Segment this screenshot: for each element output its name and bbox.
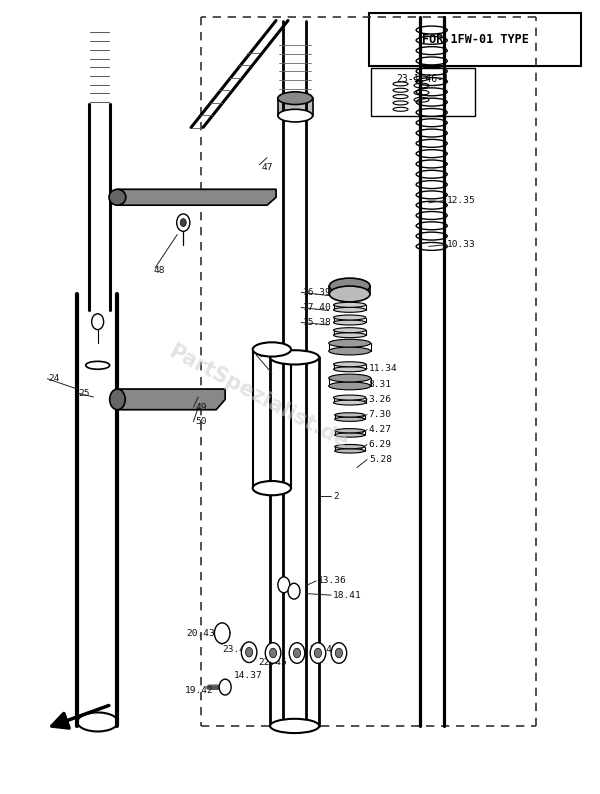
Ellipse shape (334, 395, 366, 400)
Polygon shape (118, 189, 276, 205)
Ellipse shape (334, 333, 366, 337)
Text: 12.35: 12.35 (446, 196, 475, 205)
Text: 3.26: 3.26 (369, 395, 392, 404)
Text: 14.37: 14.37 (234, 672, 263, 680)
Bar (278, 98, 313, 116)
Circle shape (176, 214, 190, 231)
Ellipse shape (110, 389, 125, 410)
Ellipse shape (329, 278, 370, 294)
Text: 16.39: 16.39 (303, 288, 332, 297)
Ellipse shape (334, 367, 366, 372)
Circle shape (289, 642, 305, 663)
Text: 49: 49 (195, 403, 207, 412)
Text: 11.34: 11.34 (369, 364, 398, 373)
Circle shape (214, 623, 230, 643)
Text: 47: 47 (261, 163, 272, 172)
Ellipse shape (335, 413, 365, 417)
Ellipse shape (270, 719, 319, 733)
Text: 15.38: 15.38 (303, 318, 332, 327)
Text: 2: 2 (333, 491, 338, 500)
Text: 23-1.46-1: 23-1.46-1 (397, 75, 449, 84)
Text: 18.41: 18.41 (333, 591, 362, 599)
Text: 8.31: 8.31 (369, 380, 392, 389)
Circle shape (180, 218, 186, 226)
Ellipse shape (329, 374, 371, 382)
Circle shape (265, 642, 281, 663)
Circle shape (278, 577, 290, 593)
Polygon shape (118, 389, 225, 410)
Bar (369, 13, 581, 67)
Text: 50: 50 (195, 417, 207, 426)
Text: 24: 24 (49, 374, 60, 384)
Circle shape (314, 648, 322, 657)
Ellipse shape (334, 307, 366, 312)
Ellipse shape (334, 303, 366, 307)
Ellipse shape (253, 342, 291, 357)
Ellipse shape (335, 433, 365, 437)
Text: 19.42: 19.42 (185, 686, 214, 695)
Ellipse shape (335, 417, 365, 422)
Circle shape (335, 648, 343, 657)
Ellipse shape (329, 347, 371, 355)
Text: 25: 25 (79, 388, 90, 398)
Ellipse shape (334, 400, 366, 405)
Text: 20.43: 20.43 (186, 629, 215, 638)
Circle shape (293, 648, 301, 657)
Ellipse shape (334, 328, 366, 333)
Ellipse shape (329, 286, 370, 302)
Ellipse shape (334, 315, 366, 320)
Text: 9.32: 9.32 (258, 350, 281, 360)
Text: 23.46: 23.46 (222, 645, 251, 653)
Ellipse shape (270, 350, 319, 364)
Circle shape (269, 648, 277, 657)
Circle shape (92, 314, 104, 330)
Text: 6.29: 6.29 (369, 440, 392, 449)
Text: 21.44: 21.44 (309, 645, 338, 653)
Circle shape (310, 642, 326, 663)
Ellipse shape (335, 445, 365, 449)
Ellipse shape (253, 481, 291, 495)
Ellipse shape (77, 712, 118, 731)
Text: PartSpezialist.de: PartSpezialist.de (165, 341, 351, 453)
Ellipse shape (334, 362, 366, 367)
Ellipse shape (329, 339, 371, 347)
Text: 4.27: 4.27 (369, 425, 392, 434)
Text: FOR 1FW-01 TYPE: FOR 1FW-01 TYPE (422, 33, 529, 46)
Ellipse shape (334, 320, 366, 325)
Ellipse shape (278, 92, 313, 105)
Ellipse shape (109, 189, 126, 205)
Text: 5.28: 5.28 (369, 455, 392, 464)
Circle shape (219, 679, 231, 695)
Text: 22.45: 22.45 (258, 658, 287, 667)
Text: 7.30: 7.30 (369, 410, 392, 419)
Circle shape (331, 642, 347, 663)
Text: 13.36: 13.36 (318, 576, 347, 585)
Circle shape (288, 584, 300, 599)
Text: 10.33: 10.33 (446, 241, 475, 249)
Text: 48: 48 (154, 266, 165, 275)
Circle shape (245, 647, 253, 657)
Text: 17.40: 17.40 (303, 303, 332, 312)
Bar (371, 68, 475, 116)
Ellipse shape (329, 382, 371, 390)
Ellipse shape (278, 110, 313, 122)
Ellipse shape (335, 449, 365, 453)
Ellipse shape (335, 429, 365, 433)
Circle shape (241, 642, 257, 662)
